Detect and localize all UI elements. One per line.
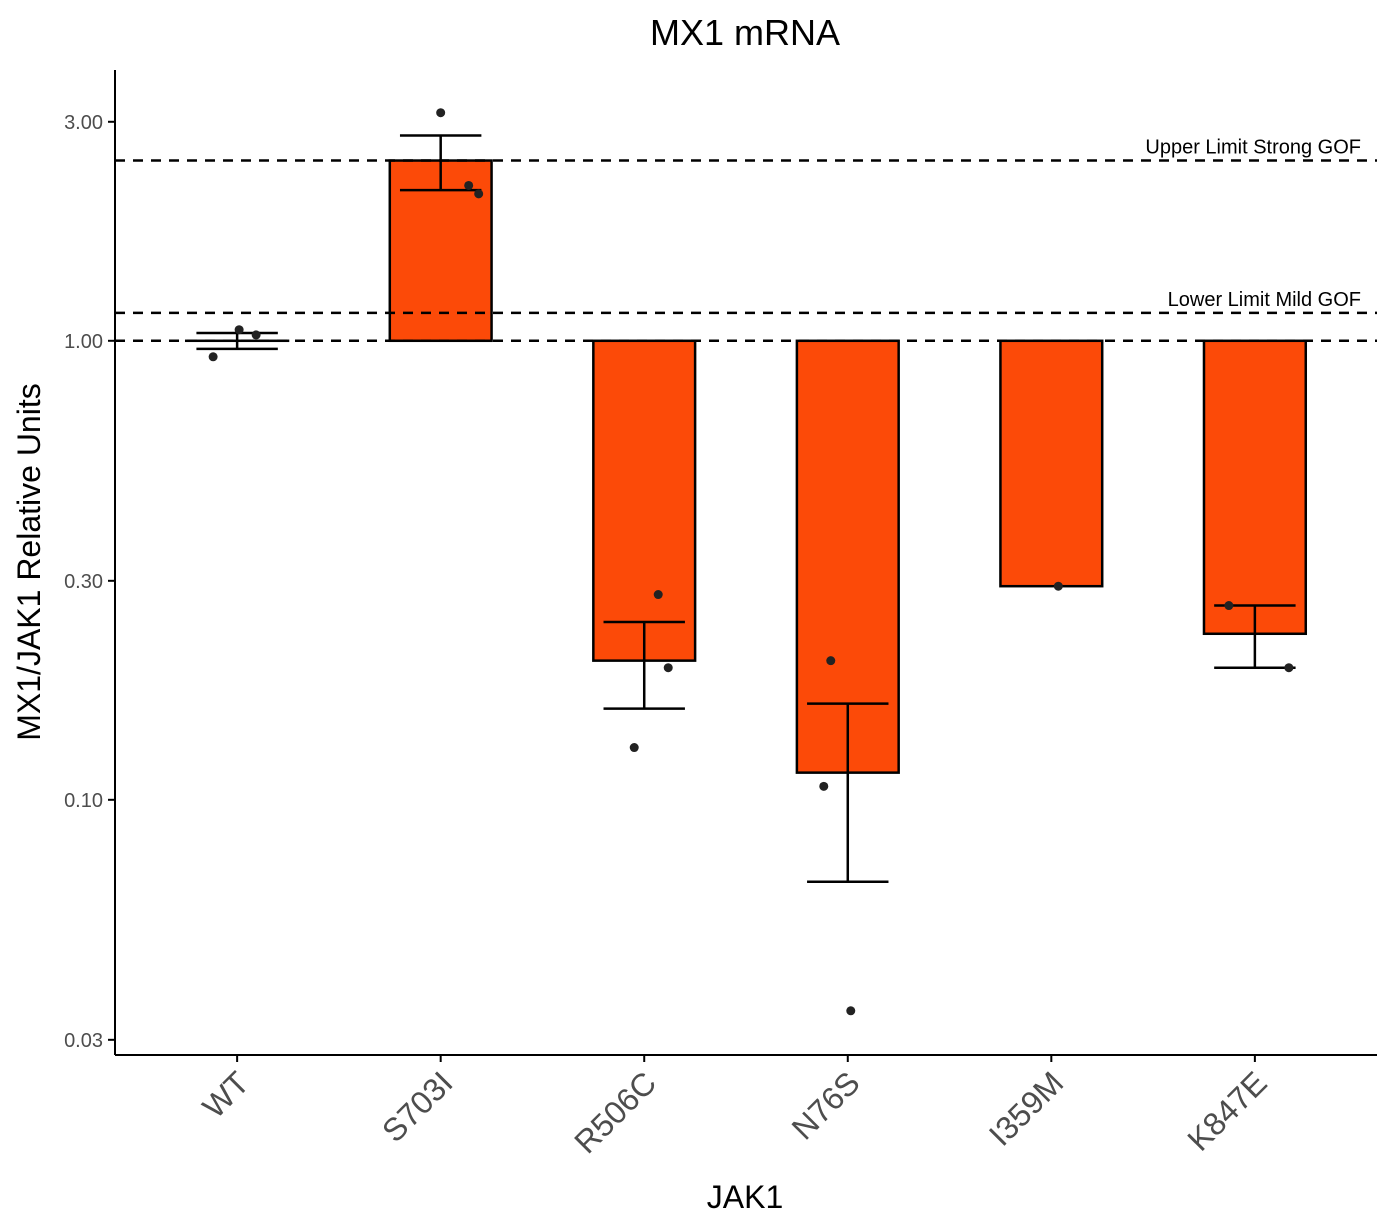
data-point (819, 782, 828, 791)
data-point (630, 743, 639, 752)
reference-label: Upper Limit Strong GOF (1145, 137, 1361, 159)
x-tick-label: N76S (785, 1064, 867, 1146)
data-point (1284, 663, 1293, 672)
chart-title: MX1 mRNA (650, 12, 840, 53)
x-axis-title: JAK1 (707, 1179, 783, 1215)
bar (1204, 341, 1306, 634)
x-tick-label: S703I (375, 1064, 460, 1149)
data-point (654, 590, 663, 599)
x-tick-label: K847E (1180, 1064, 1273, 1157)
y-tick-label: 0.03 (64, 1030, 103, 1052)
data-point (474, 189, 483, 198)
x-tick-label: WT (195, 1064, 256, 1125)
y-tick-label: 1.00 (64, 331, 103, 353)
bar (1000, 341, 1102, 586)
bar (593, 341, 695, 661)
data-point (252, 330, 261, 339)
y-tick-label: 3.00 (64, 112, 103, 134)
x-tick-label: R506C (567, 1064, 663, 1160)
data-point (826, 656, 835, 665)
data-point (846, 1006, 855, 1015)
data-point (464, 181, 473, 190)
data-point (235, 325, 244, 334)
data-point (664, 663, 673, 672)
data-point (1054, 582, 1063, 591)
y-tick-label: 0.30 (64, 571, 103, 593)
y-tick-label: 0.10 (64, 790, 103, 812)
reference-label: Lower Limit Mild GOF (1168, 289, 1361, 311)
x-tick-label: I359M (982, 1064, 1070, 1152)
y-axis-title: MX1/JAK1 Relative Units (11, 383, 47, 740)
data-point (1224, 601, 1233, 610)
data-point (436, 108, 445, 117)
data-point (209, 352, 218, 361)
